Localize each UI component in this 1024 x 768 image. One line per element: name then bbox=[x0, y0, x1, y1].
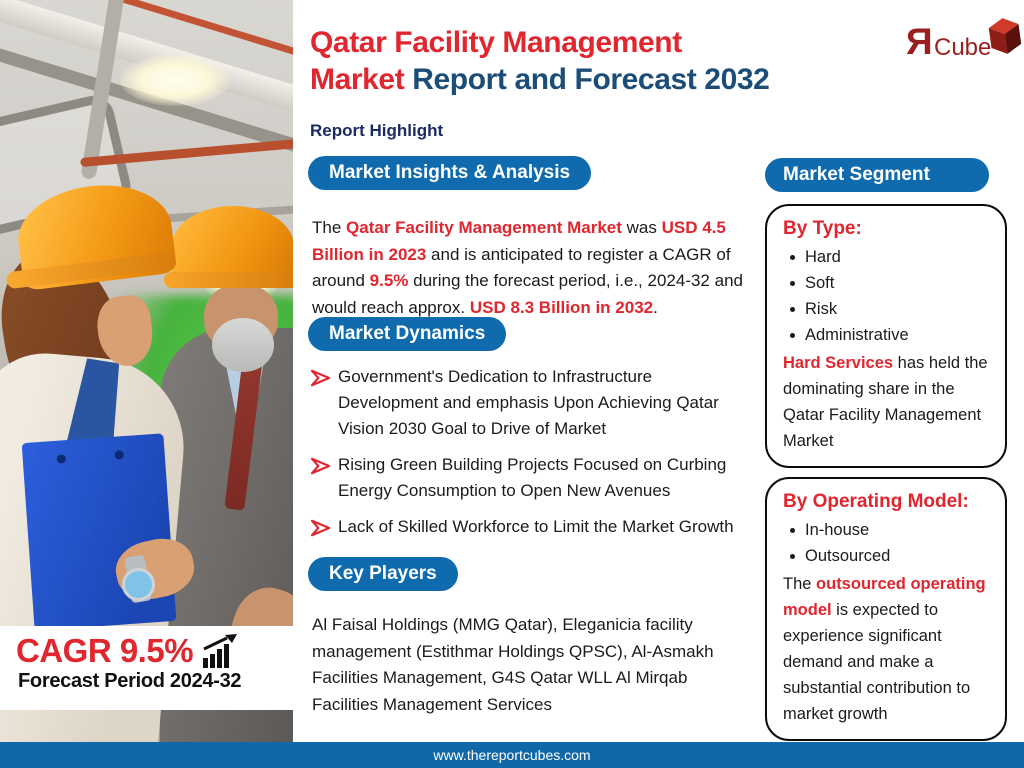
operating-model-list: In-house Outsourced bbox=[783, 517, 991, 569]
male-worker-hardhat-brim bbox=[164, 272, 293, 288]
type-item: Hard bbox=[783, 244, 991, 270]
dynamics-item: Government's Dedication to Infrastructur… bbox=[310, 364, 738, 442]
operating-model-item: Outsourced bbox=[783, 543, 991, 569]
dynamics-item-text: Government's Dedication to Infrastructur… bbox=[338, 367, 719, 438]
clipboard-hole bbox=[56, 454, 67, 464]
cagr-value: CAGR 9.5% bbox=[16, 632, 194, 669]
section-header-market-insights: Market Insights & Analysis bbox=[308, 156, 592, 190]
cagr-banner: CAGR 9.5% Forecast Period 2024-32 bbox=[0, 626, 293, 710]
photo-ceiling-light bbox=[120, 54, 230, 106]
male-worker-beard bbox=[212, 318, 274, 372]
red-3d-cube-icon bbox=[988, 18, 1022, 54]
key-players-text: Al Faisal Holdings (MMG Qatar), Eleganic… bbox=[312, 615, 714, 714]
wrist-watch bbox=[122, 568, 155, 601]
footer-bar: www.thereportcubes.com bbox=[0, 742, 1024, 768]
title-line1: Qatar Facility Management bbox=[310, 26, 682, 59]
title-line2-rest: Report and Forecast 2032 bbox=[404, 63, 770, 96]
dynamics-item: Rising Green Building Projects Focused o… bbox=[310, 452, 738, 504]
arrow-bullet-icon bbox=[310, 369, 331, 387]
page-title: Qatar Facility Management Market Report … bbox=[310, 24, 780, 98]
footer-url: www.thereportcubes.com bbox=[433, 747, 591, 763]
forecast-period: Forecast Period 2024-32 bbox=[18, 670, 242, 692]
operating-model-note: The outsourced operating model is expect… bbox=[783, 575, 986, 723]
by-type-title: By Type: bbox=[783, 218, 862, 239]
dynamics-item-text: Lack of Skilled Workforce to Limit the M… bbox=[338, 517, 734, 536]
report-highlight-label: Report Highlight bbox=[310, 121, 444, 140]
section-header-market-dynamics: Market Dynamics bbox=[308, 317, 507, 351]
section-header-market-segment: Market Segment bbox=[765, 158, 989, 192]
logo-cube-text: Cube bbox=[934, 34, 992, 61]
by-type-list: Hard Soft Risk Administrative bbox=[783, 244, 991, 348]
clipboard-hole bbox=[114, 450, 124, 460]
growth-chart-icon bbox=[203, 634, 238, 668]
type-item: Risk bbox=[783, 296, 991, 322]
market-insights-paragraph: The Qatar Facility Management Market was… bbox=[312, 218, 743, 317]
by-type-note: Hard Services has held the dominating sh… bbox=[783, 354, 988, 450]
blue-clipboard bbox=[21, 433, 177, 631]
dynamics-item: Lack of Skilled Workforce to Limit the M… bbox=[310, 514, 738, 540]
arrow-bullet-icon bbox=[310, 519, 331, 537]
operating-model-item: In-house bbox=[783, 517, 991, 543]
type-item: Soft bbox=[783, 270, 991, 296]
arrow-bullet-icon bbox=[310, 457, 331, 475]
title-line2-red: Market bbox=[310, 63, 405, 96]
logo-r-letter: Я bbox=[906, 21, 933, 62]
dynamics-item-text: Rising Green Building Projects Focused o… bbox=[338, 455, 727, 500]
rcube-logo: Я Cube bbox=[898, 18, 1022, 74]
by-operating-model-title: By Operating Model: bbox=[783, 491, 969, 512]
section-header-key-players: Key Players bbox=[308, 557, 458, 591]
by-operating-model-box: By Operating Model: In-house Outsourced … bbox=[765, 477, 1007, 741]
type-item: Administrative bbox=[783, 322, 991, 348]
market-dynamics-list: Government's Dedication to Infrastructur… bbox=[310, 364, 738, 550]
worksite-photo: CAGR 9.5% Forecast Period 2024-32 bbox=[0, 0, 293, 742]
by-type-box: By Type: Hard Soft Risk Administrative H… bbox=[765, 204, 1007, 468]
